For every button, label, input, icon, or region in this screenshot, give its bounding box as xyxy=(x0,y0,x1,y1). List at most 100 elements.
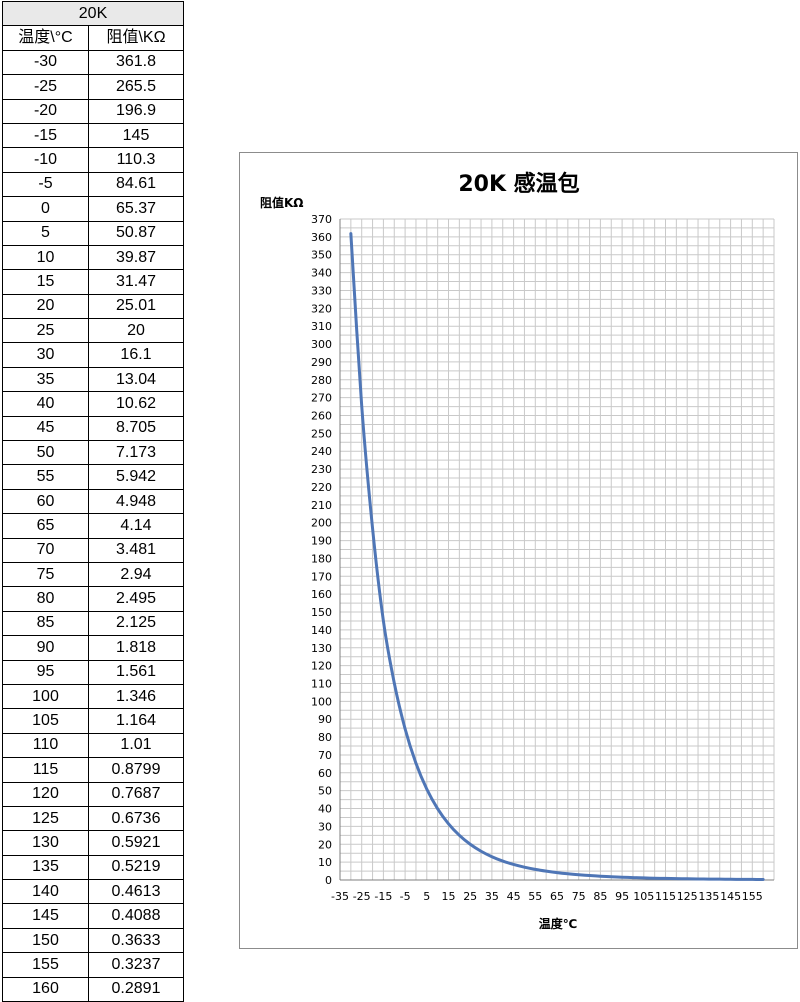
y-tick-label: 220 xyxy=(311,481,332,494)
y-tick-label: 20 xyxy=(318,838,332,851)
x-tick-label: 65 xyxy=(550,890,564,903)
resistance-cell: 0.3237 xyxy=(89,953,184,977)
temperature-cell: 135 xyxy=(3,855,89,879)
x-tick-label: 85 xyxy=(593,890,607,903)
x-axis-label: 温度℃ xyxy=(539,916,578,931)
resistance-cell: 0.2891 xyxy=(89,977,184,1001)
temperature-cell: 45 xyxy=(3,416,89,440)
x-tick-label: 135 xyxy=(698,890,719,903)
temperature-cell: 70 xyxy=(3,538,89,562)
resistance-cell: 50.87 xyxy=(89,221,184,245)
temperature-cell: 130 xyxy=(3,831,89,855)
temperature-cell: 155 xyxy=(3,953,89,977)
temperature-cell: 60 xyxy=(3,489,89,513)
y-tick-label: 330 xyxy=(311,284,332,297)
y-tick-label: 10 xyxy=(318,856,332,869)
y-axis-label: 阻值KΩ xyxy=(260,195,304,210)
resistance-cell: 13.04 xyxy=(89,367,184,391)
resistance-cell: 265.5 xyxy=(89,75,184,99)
temperature-cell: 110 xyxy=(3,733,89,757)
temperature-cell: 30 xyxy=(3,343,89,367)
y-tick-label: 160 xyxy=(311,588,332,601)
temperature-cell: 0 xyxy=(3,197,89,221)
y-tick-label: 100 xyxy=(311,695,332,708)
y-tick-label: 270 xyxy=(311,392,332,405)
chart-grid xyxy=(340,219,774,880)
header-resistance: 阻值\KΩ xyxy=(89,26,184,50)
resistance-cell: 2.125 xyxy=(89,611,184,635)
y-tick-label: 110 xyxy=(311,677,332,690)
resistance-cell: 4.14 xyxy=(89,514,184,538)
temperature-cell: 90 xyxy=(3,636,89,660)
y-tick-labels: 0102030405060708090100110120130140150160… xyxy=(311,213,332,887)
temperature-cell: 35 xyxy=(3,367,89,391)
resistance-cell: 1.561 xyxy=(89,660,184,684)
x-tick-label: 145 xyxy=(720,890,741,903)
resistance-cell: 39.87 xyxy=(89,245,184,269)
x-tick-label: 45 xyxy=(507,890,521,903)
temperature-cell: 105 xyxy=(3,709,89,733)
resistance-cell: 0.4088 xyxy=(89,904,184,928)
resistance-cell: 7.173 xyxy=(89,441,184,465)
resistance-cell: 1.164 xyxy=(89,709,184,733)
y-tick-label: 40 xyxy=(318,803,332,816)
resistance-cell: 110.3 xyxy=(89,148,184,172)
x-tick-label: -35 xyxy=(331,890,349,903)
temperature-cell: -25 xyxy=(3,75,89,99)
table-title: 20K xyxy=(3,2,184,26)
temperature-cell: 10 xyxy=(3,245,89,269)
x-tick-label: -5 xyxy=(400,890,411,903)
resistance-cell: 31.47 xyxy=(89,270,184,294)
temperature-cell: 160 xyxy=(3,977,89,1001)
y-tick-label: 130 xyxy=(311,642,332,655)
resistance-cell: 5.942 xyxy=(89,465,184,489)
y-tick-label: 0 xyxy=(325,874,332,887)
x-tick-label: 95 xyxy=(615,890,629,903)
y-tick-label: 250 xyxy=(311,427,332,440)
temperature-cell: 25 xyxy=(3,319,89,343)
y-tick-label: 350 xyxy=(311,249,332,262)
x-tick-label: -25 xyxy=(353,890,371,903)
resistance-cell: 1.01 xyxy=(89,733,184,757)
y-tick-label: 210 xyxy=(311,499,332,512)
y-tick-label: 230 xyxy=(311,463,332,476)
y-tick-label: 120 xyxy=(311,660,332,673)
resistance-cell: 25.01 xyxy=(89,294,184,318)
x-tick-label: 115 xyxy=(655,890,676,903)
resistance-cell: 8.705 xyxy=(89,416,184,440)
resistance-cell: 361.8 xyxy=(89,50,184,74)
x-tick-label: 25 xyxy=(463,890,477,903)
resistance-cell: 1.346 xyxy=(89,684,184,708)
temperature-cell: 145 xyxy=(3,904,89,928)
resistance-cell: 0.5921 xyxy=(89,831,184,855)
x-tick-label: 125 xyxy=(677,890,698,903)
y-tick-label: 310 xyxy=(311,320,332,333)
y-tick-label: 340 xyxy=(311,267,332,280)
y-tick-label: 150 xyxy=(311,606,332,619)
